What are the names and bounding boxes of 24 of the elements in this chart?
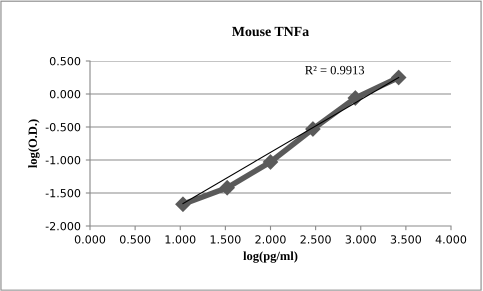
y-tick-label: -0.500 bbox=[46, 122, 80, 132]
x-tick-label: 1.000 bbox=[166, 235, 196, 244]
chart-title: Mouse TNFa bbox=[232, 26, 309, 36]
x-tick-label: 2.500 bbox=[300, 235, 331, 244]
point bbox=[220, 180, 235, 196]
y-tick-label: -1.500 bbox=[46, 188, 80, 198]
x-tick-label: 4.000 bbox=[436, 235, 466, 244]
y-tick-label: 0.000 bbox=[50, 90, 80, 98]
point bbox=[175, 196, 191, 212]
point bbox=[348, 90, 363, 106]
y-tick-label: -2.000 bbox=[46, 222, 80, 230]
annotation: R² = 0.9913 bbox=[305, 66, 364, 74]
y-tick-label: 0.500 bbox=[50, 56, 80, 66]
y-axis-title: log(O.D.) bbox=[28, 119, 40, 168]
x-tick-label: 0.500 bbox=[120, 235, 150, 244]
point bbox=[262, 154, 278, 170]
x-tick-label: 0.000 bbox=[74, 235, 106, 244]
x-tick-label: 3.500 bbox=[390, 235, 422, 244]
point bbox=[391, 70, 406, 86]
x-tick-label: 3.000 bbox=[346, 235, 376, 244]
x-tick-label: 2.000 bbox=[255, 235, 286, 244]
x-axis-title: log(pg/ml) bbox=[243, 251, 298, 263]
x-tick-label: 1.500 bbox=[210, 235, 241, 244]
y-tick-label: -1.000 bbox=[46, 156, 80, 164]
